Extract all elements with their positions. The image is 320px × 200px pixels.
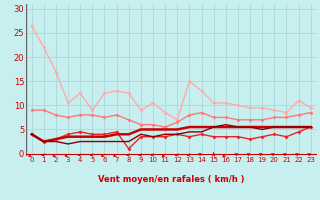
X-axis label: Vent moyen/en rafales ( km/h ): Vent moyen/en rafales ( km/h ) [98,174,244,184]
